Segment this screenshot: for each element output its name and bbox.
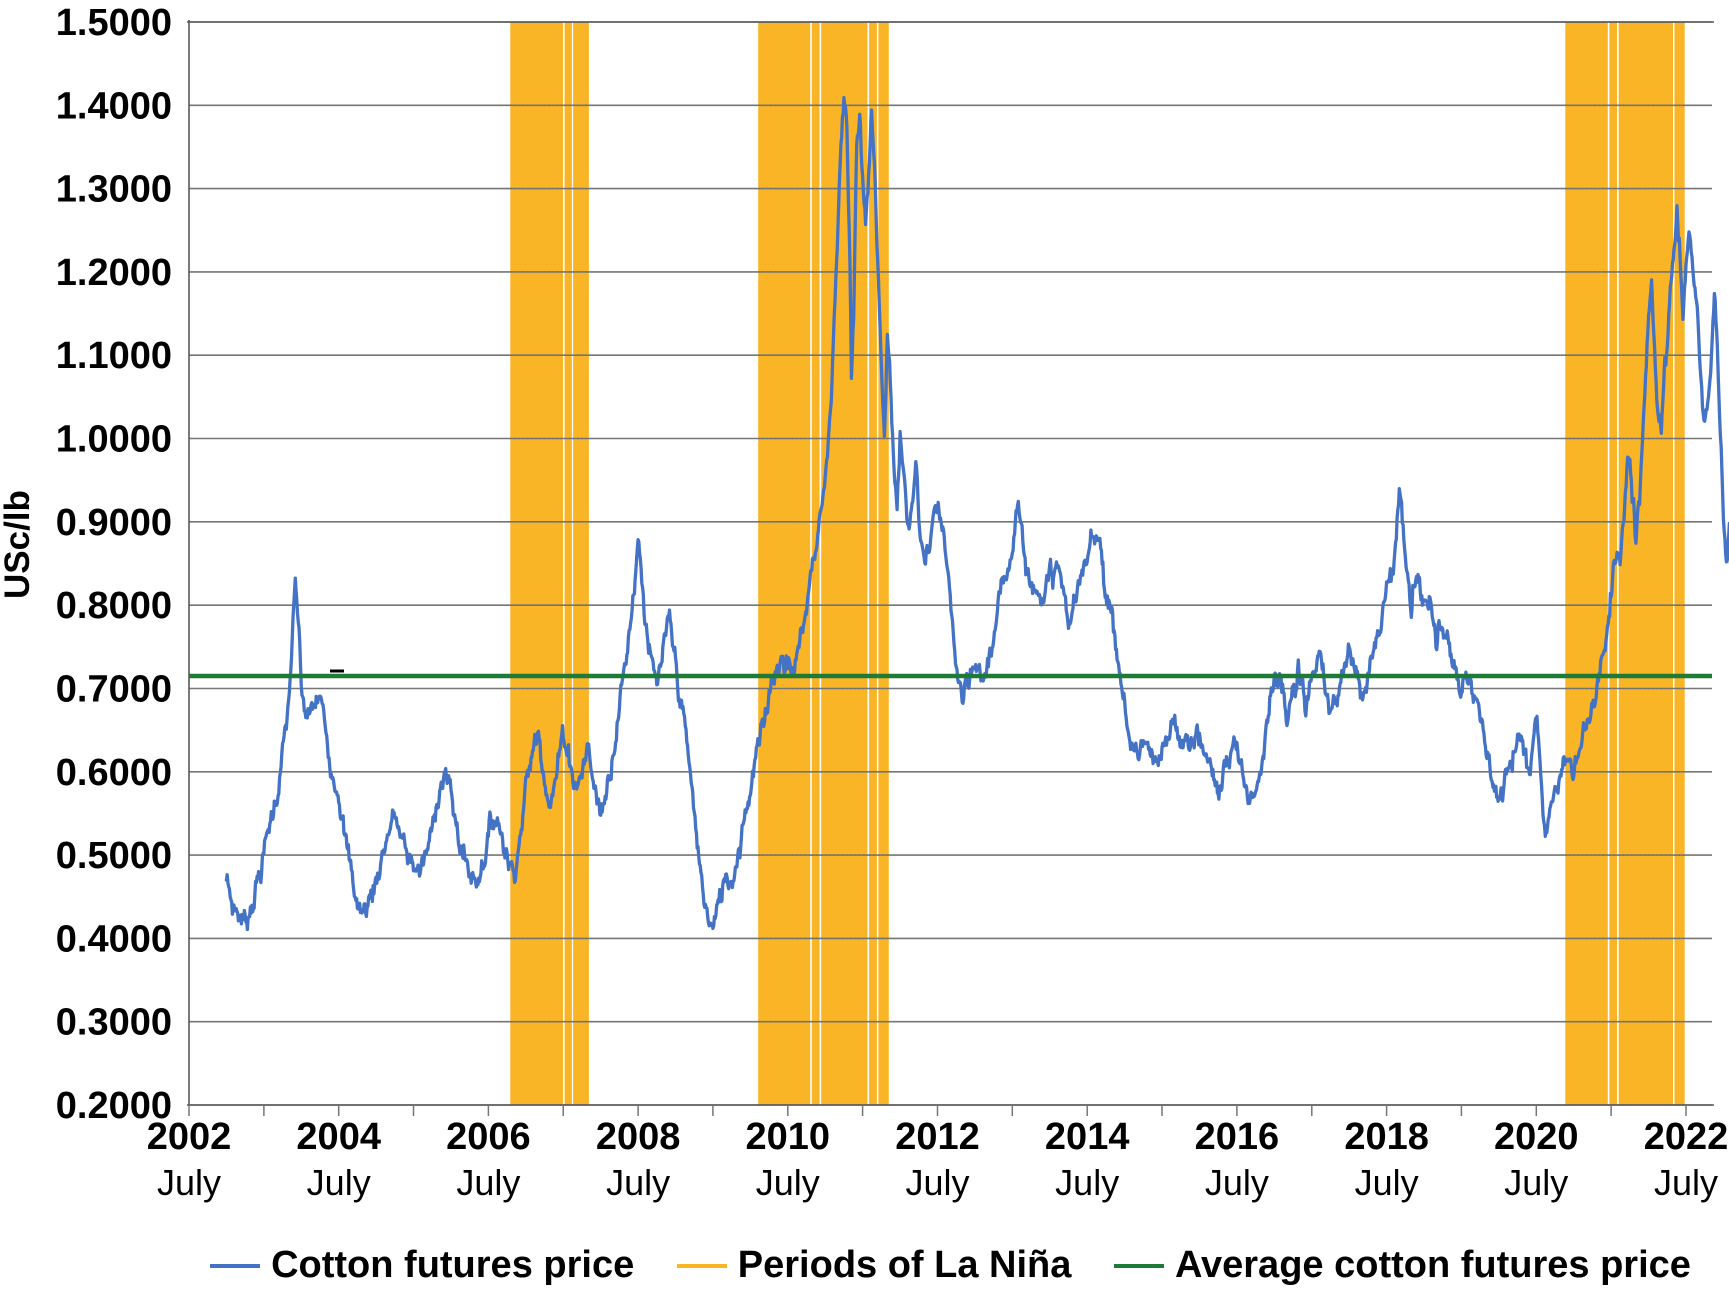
svg-text:0.6000: 0.6000 xyxy=(56,752,172,794)
svg-text:0.7000: 0.7000 xyxy=(56,669,172,711)
svg-text:2006: 2006 xyxy=(446,1116,531,1158)
svg-text:0.5000: 0.5000 xyxy=(56,835,172,877)
svg-text:July: July xyxy=(1055,1162,1119,1203)
svg-text:July: July xyxy=(606,1162,670,1203)
svg-text:0.3000: 0.3000 xyxy=(56,1002,172,1044)
svg-text:2012: 2012 xyxy=(895,1116,980,1158)
svg-text:1.4000: 1.4000 xyxy=(56,85,172,127)
svg-text:1.3000: 1.3000 xyxy=(56,169,172,211)
svg-text:2014: 2014 xyxy=(1045,1116,1130,1158)
svg-text:July: July xyxy=(157,1162,221,1203)
svg-text:2008: 2008 xyxy=(596,1116,681,1158)
svg-text:July: July xyxy=(1654,1162,1718,1203)
svg-text:2004: 2004 xyxy=(296,1116,381,1158)
svg-text:July: July xyxy=(307,1162,371,1203)
svg-text:0.8000: 0.8000 xyxy=(56,585,172,627)
svg-text:July: July xyxy=(756,1162,820,1203)
svg-text:July: July xyxy=(1355,1162,1419,1203)
svg-text:2018: 2018 xyxy=(1344,1116,1429,1158)
svg-text:July: July xyxy=(1205,1162,1269,1203)
svg-text:1.2000: 1.2000 xyxy=(56,252,172,294)
svg-text:2016: 2016 xyxy=(1195,1116,1280,1158)
svg-text:2020: 2020 xyxy=(1494,1116,1579,1158)
svg-text:July: July xyxy=(456,1162,520,1203)
svg-text:July: July xyxy=(1504,1162,1568,1203)
svg-text:1.5000: 1.5000 xyxy=(56,2,172,44)
svg-text:2022: 2022 xyxy=(1644,1116,1729,1158)
svg-text:July: July xyxy=(905,1162,969,1203)
svg-text:0.9000: 0.9000 xyxy=(56,502,172,544)
svg-text:1.1000: 1.1000 xyxy=(56,335,172,377)
svg-text:0.4000: 0.4000 xyxy=(56,918,172,960)
svg-text:2010: 2010 xyxy=(746,1116,831,1158)
svg-text:2002: 2002 xyxy=(147,1116,232,1158)
svg-text:1.0000: 1.0000 xyxy=(56,419,172,461)
